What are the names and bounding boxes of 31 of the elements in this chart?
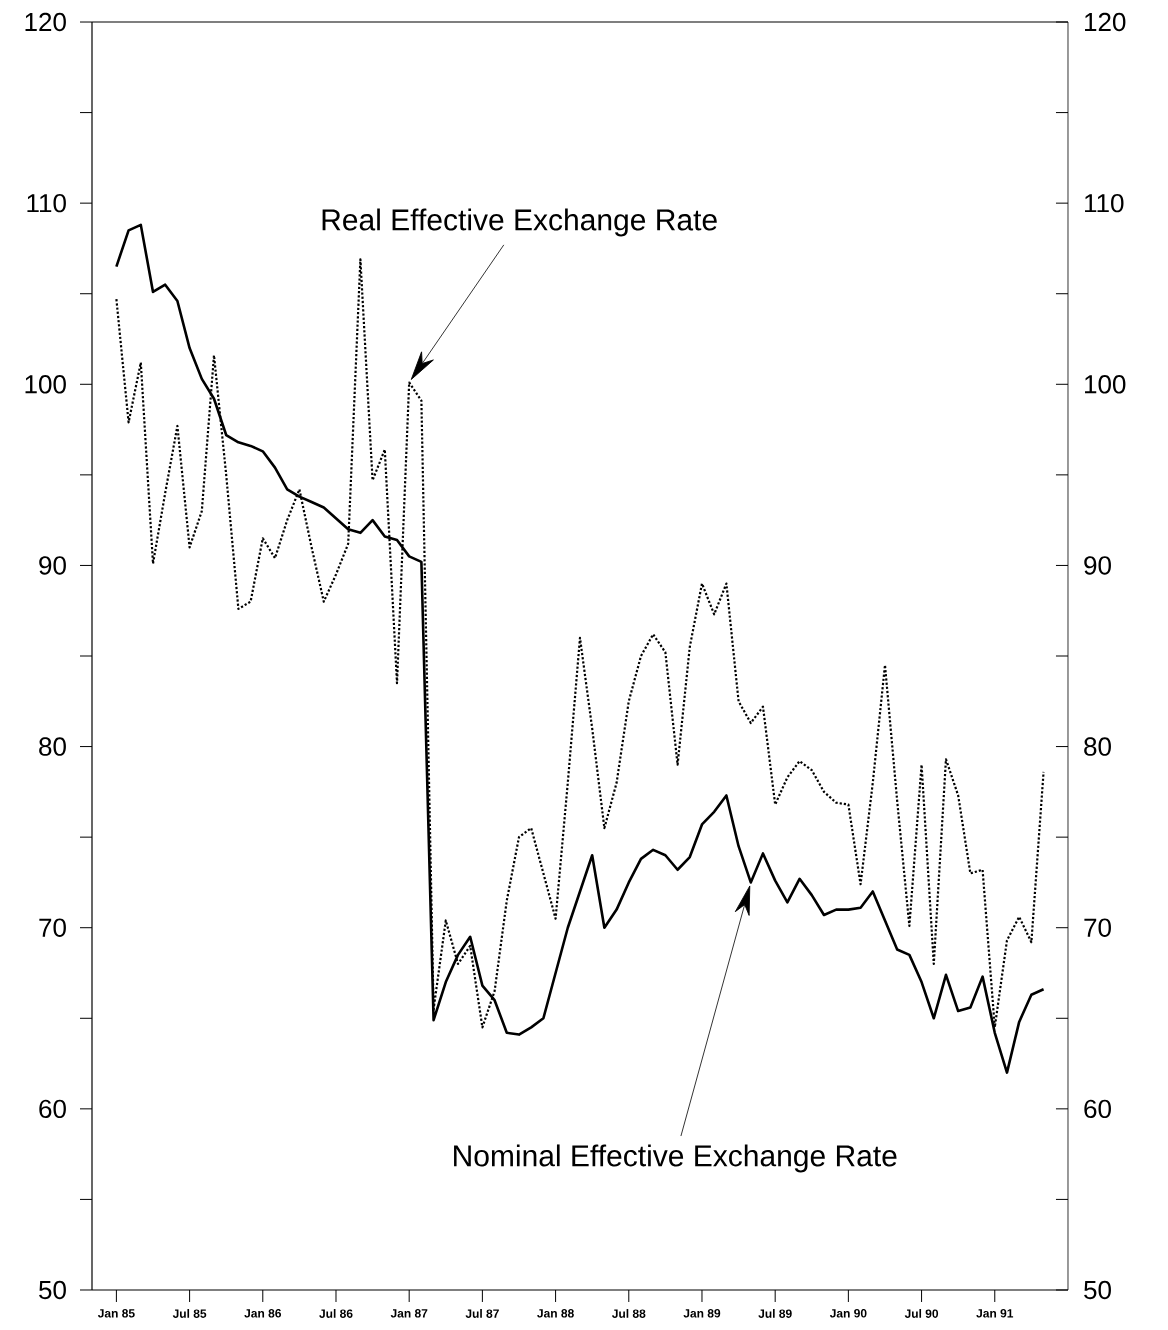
series-label: Real Effective Exchange Rate (322, 208, 717, 237)
x-tick-label: Jul 90 (904, 1309, 939, 1318)
y-tick-label: 110 (27, 193, 66, 213)
x-tick-label: Jan 91 (976, 1309, 1014, 1318)
x-tick-label: Jan 90 (829, 1309, 867, 1318)
x-tick-label: Jul 89 (758, 1309, 792, 1318)
x-tick-label: Jul 88 (611, 1309, 646, 1318)
y2-tick-label: 50 (1084, 1280, 1111, 1300)
y2-tick-label: 60 (1084, 1099, 1111, 1119)
y-tick-label: 60 (39, 1099, 66, 1119)
x-tick-label: Jul 87 (465, 1309, 499, 1318)
y-tick-label: 100 (25, 375, 66, 394)
y-tick-label: 90 (39, 556, 66, 575)
y-tick-label: 80 (39, 737, 66, 756)
x-tick-label: Jan 89 (683, 1309, 721, 1318)
y-tick-label: 50 (39, 1280, 66, 1300)
x-tick-label: Jan 86 (244, 1309, 282, 1318)
y2-tick-label: 80 (1084, 737, 1111, 756)
x-tick-label: Jul 85 (172, 1309, 207, 1318)
x-tick-label: Jan 88 (537, 1309, 574, 1318)
x-tick-label: Jan 87 (390, 1309, 428, 1318)
y2-tick-label: 70 (1084, 918, 1111, 937)
x-tick-label: Jul 86 (319, 1309, 353, 1318)
y-tick-label: 70 (39, 918, 66, 937)
x-tick-label: Jan 85 (97, 1309, 135, 1318)
y2-tick-label: 110 (1085, 193, 1124, 213)
y-tick-label: 120 (25, 12, 66, 32)
y2-tick-label: 90 (1084, 556, 1111, 575)
y2-tick-label: 120 (1085, 12, 1126, 32)
text: Nominal Effective Exchange Rate (454, 1144, 897, 1173)
y2-tick-label: 100 (1085, 375, 1126, 394)
